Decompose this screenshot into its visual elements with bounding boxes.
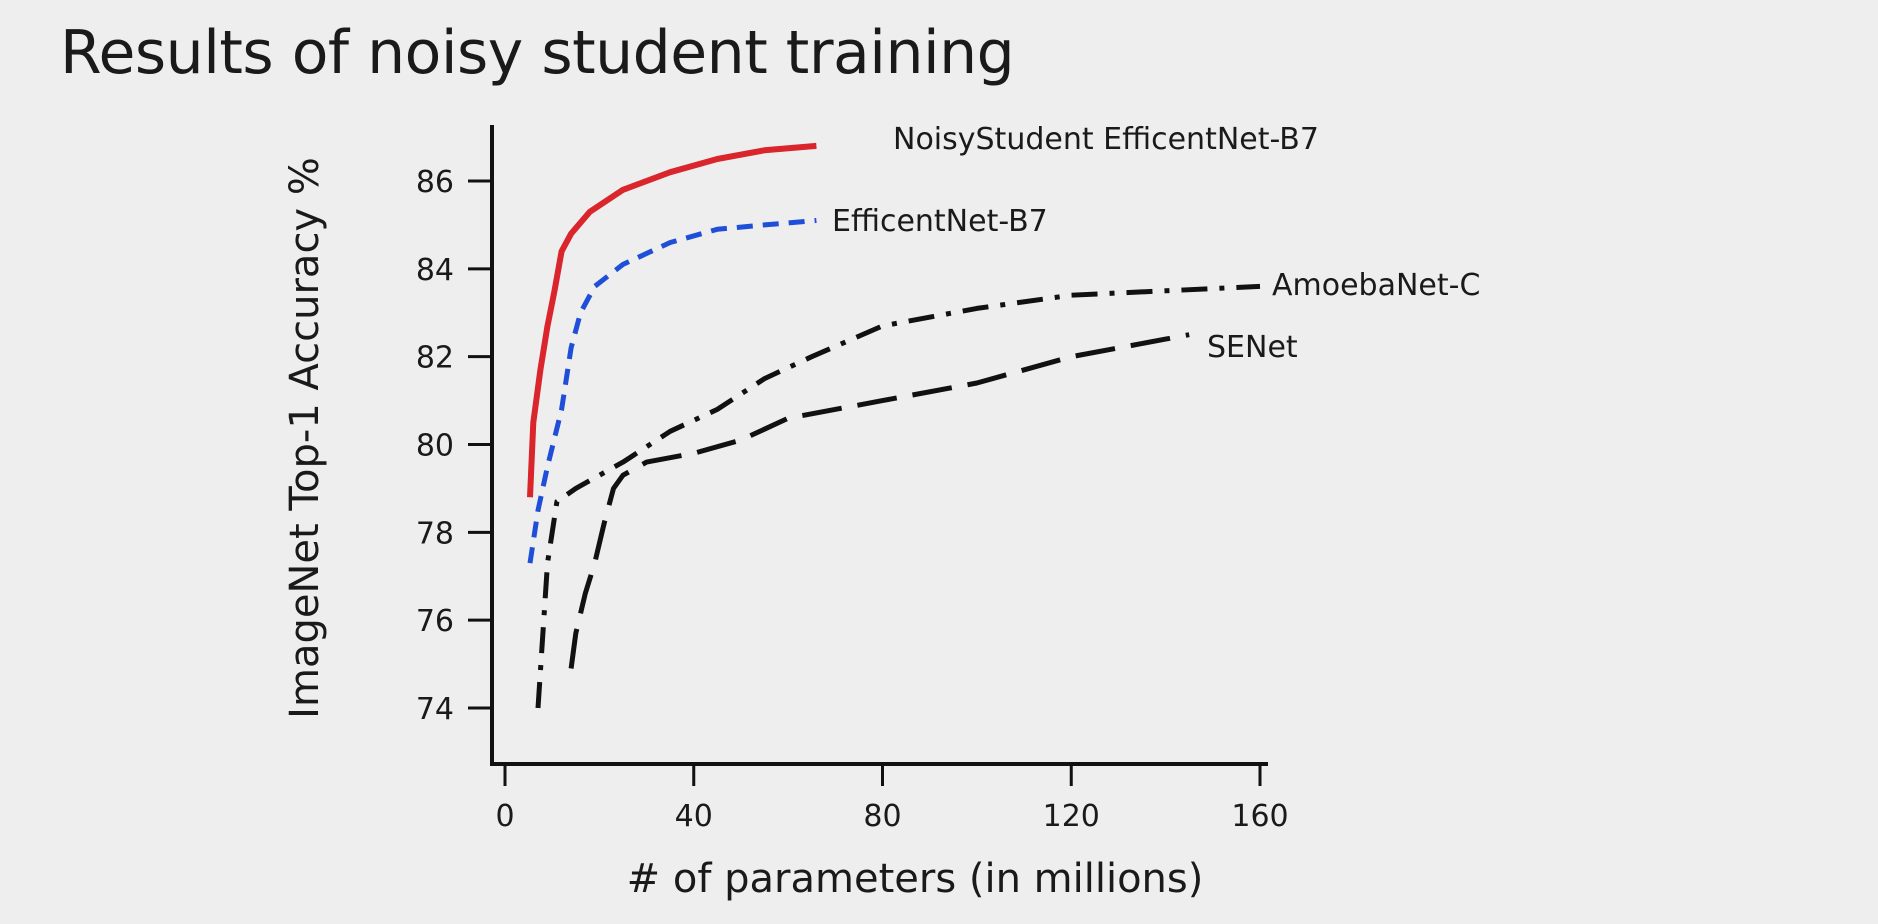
y-axis-title: ImageNet Top-1 Accuracy %: [282, 157, 328, 719]
y-tick-label: 82: [416, 341, 454, 376]
x-tick-label: 80: [863, 799, 901, 834]
slide-title: Results of noisy student training: [60, 18, 1015, 88]
y-tick-label: 78: [416, 516, 454, 551]
series-line-1: [527, 142, 817, 498]
series-lines: [527, 142, 1261, 709]
series-line-3: [535, 283, 1261, 709]
y-tick-label: 76: [416, 604, 454, 639]
series-label-4: SENet: [1207, 330, 1298, 365]
series-line-4: [568, 332, 1190, 669]
y-tick-label: 74: [416, 692, 454, 727]
series-label-1: NoisyStudent EfficentNet-B7: [893, 122, 1319, 157]
series-line-2: [527, 218, 817, 564]
y-tick-label: 80: [416, 429, 454, 464]
series-label-2: EfficentNet-B7: [832, 204, 1048, 239]
x-axis-title: # of parameters (in millions): [627, 856, 1204, 902]
series-label-3: AmoebaNet-C: [1272, 268, 1480, 303]
y-tick-label: 84: [416, 253, 454, 288]
x-tick-label: 160: [1231, 799, 1288, 834]
y-tick-label: 86: [416, 165, 454, 200]
x-tick-label: 40: [675, 799, 713, 834]
axes: 74 76 78 80 82 84 86 0 40 80 120 160: [416, 125, 1289, 834]
x-tick-label: 0: [495, 799, 514, 834]
labels: # of parameters (in millions) ImageNet To…: [282, 122, 1480, 902]
x-tick-label: 120: [1043, 799, 1100, 834]
